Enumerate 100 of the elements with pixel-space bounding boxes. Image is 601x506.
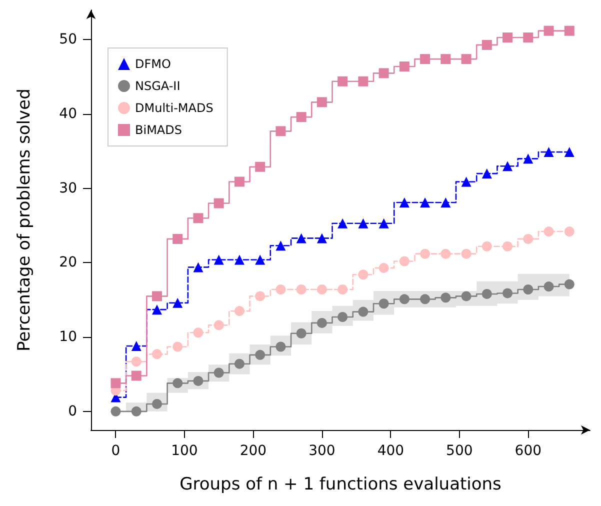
point — [523, 32, 534, 43]
x-tick-label: 400 — [377, 443, 404, 459]
point — [544, 282, 554, 292]
point — [358, 76, 368, 86]
point — [440, 292, 451, 303]
point — [440, 198, 451, 208]
point — [461, 54, 472, 64]
point — [420, 248, 430, 259]
point — [564, 226, 574, 237]
point — [152, 291, 162, 302]
point — [420, 198, 430, 208]
point — [214, 320, 224, 330]
legend-label: NSGA-II — [135, 79, 180, 93]
point — [461, 176, 472, 187]
point — [276, 342, 286, 352]
point — [461, 291, 472, 302]
point — [420, 294, 430, 304]
point — [172, 378, 183, 388]
point — [378, 298, 389, 309]
point — [544, 226, 554, 237]
point — [523, 284, 534, 294]
point — [152, 398, 162, 409]
point — [440, 248, 451, 259]
y-tick-label: 10 — [59, 329, 77, 346]
point — [502, 241, 513, 252]
point — [482, 40, 492, 50]
point — [255, 291, 266, 302]
point — [276, 240, 286, 251]
point — [296, 328, 306, 338]
point — [234, 358, 244, 369]
point — [214, 368, 224, 378]
point — [316, 284, 327, 294]
point — [523, 154, 534, 164]
point — [502, 32, 513, 43]
point — [544, 26, 554, 36]
point — [152, 349, 162, 360]
x-tick-label: 0 — [111, 443, 120, 459]
point — [255, 254, 266, 265]
point — [316, 97, 327, 108]
y-tick-label: 0 — [68, 403, 77, 420]
point — [110, 378, 121, 388]
point — [172, 342, 183, 352]
point — [172, 298, 183, 308]
point — [399, 198, 410, 208]
point — [482, 288, 492, 299]
point — [544, 146, 554, 157]
point — [461, 248, 472, 259]
x-tick-label: 600 — [514, 443, 542, 459]
legend-label: DFMO — [135, 57, 171, 71]
point — [276, 284, 286, 294]
y-axis-title: Percentage of problems solved — [14, 88, 34, 352]
point — [234, 176, 244, 187]
x-tick-label: 100 — [171, 443, 198, 459]
point — [276, 126, 286, 136]
point — [564, 26, 574, 36]
point — [193, 328, 204, 338]
point — [214, 254, 224, 265]
point — [316, 233, 327, 244]
point — [399, 61, 410, 72]
point — [131, 356, 142, 367]
point — [378, 218, 389, 228]
x-axis-title: Groups of n + 1 functions evaluations — [180, 474, 502, 494]
point — [234, 306, 244, 316]
point — [296, 112, 306, 122]
point — [420, 54, 430, 64]
point — [338, 312, 348, 322]
point — [110, 406, 121, 416]
point — [523, 234, 534, 244]
legend-label: DMulti-MADS — [135, 101, 214, 115]
point — [338, 218, 348, 228]
point — [234, 254, 244, 265]
point — [193, 213, 204, 224]
y-tick-label: 50 — [59, 32, 77, 48]
point — [564, 146, 574, 157]
point — [255, 162, 266, 172]
legend-label: BiMADS — [135, 123, 182, 137]
point — [399, 256, 410, 266]
x-tick-label: 500 — [446, 443, 473, 459]
y-tick-label: 20 — [59, 254, 77, 271]
point — [193, 376, 204, 386]
point — [316, 318, 327, 328]
point — [214, 198, 224, 208]
point — [131, 341, 142, 351]
point — [482, 241, 492, 252]
point — [296, 233, 306, 244]
point — [338, 284, 348, 294]
x-tick-label: 300 — [308, 443, 336, 459]
point — [502, 161, 513, 172]
point — [358, 218, 368, 228]
point — [172, 234, 183, 244]
point — [152, 304, 162, 315]
point — [440, 54, 451, 64]
point — [296, 284, 306, 294]
point — [564, 279, 574, 290]
point — [378, 68, 389, 78]
point — [255, 350, 266, 360]
x-tick-label: 200 — [240, 443, 267, 459]
point — [358, 270, 368, 280]
point — [193, 262, 204, 272]
point — [131, 370, 142, 381]
